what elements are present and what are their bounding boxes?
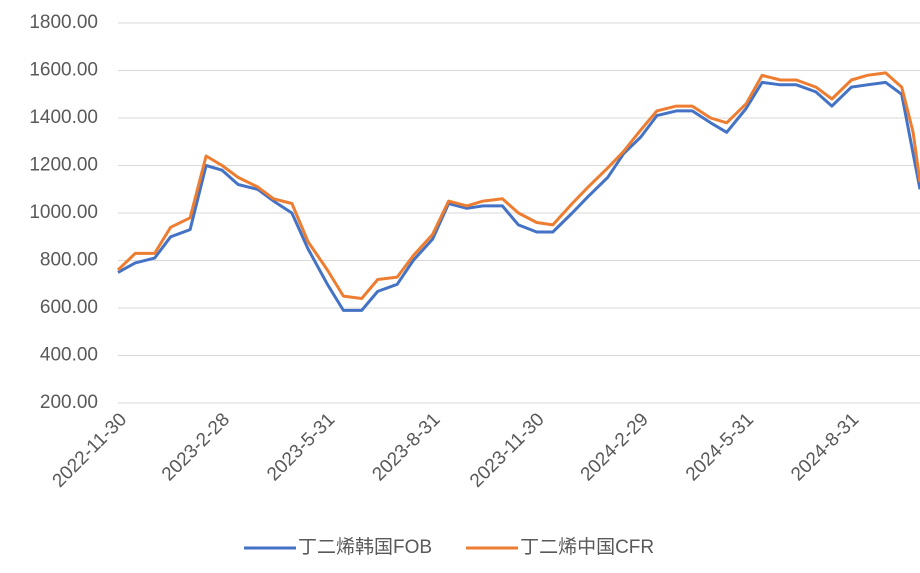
y-tick-label: 200.00 bbox=[40, 392, 98, 413]
x-tick-label: 2023-11-30 bbox=[466, 409, 549, 492]
y-tick-label: 800.00 bbox=[40, 250, 98, 271]
y-tick-label: 1800.00 bbox=[29, 12, 98, 33]
x-tick-label: 2024-5-31 bbox=[682, 409, 758, 485]
y-tick-label: 1600.00 bbox=[29, 60, 98, 81]
x-tick-label: 2023-5-31 bbox=[263, 409, 339, 485]
y-tick-label: 400.00 bbox=[40, 345, 98, 366]
series-line bbox=[116, 71, 920, 300]
y-tick-label: 1200.00 bbox=[29, 155, 98, 176]
x-tick-label: 2023-2-28 bbox=[158, 409, 234, 485]
y-tick-label: 600.00 bbox=[40, 297, 98, 318]
x-tick-label: 2024-2-29 bbox=[577, 409, 653, 485]
x-tick-label: 2024-8-31 bbox=[787, 409, 863, 485]
legend-label: 丁二烯中国CFR bbox=[520, 536, 654, 558]
x-tick-label: 2023-8-31 bbox=[368, 409, 444, 485]
legend-label: 丁二烯韩国FOB bbox=[298, 536, 432, 558]
y-tick-label: 1000.00 bbox=[29, 202, 98, 223]
y-tick-label: 1400.00 bbox=[29, 107, 98, 128]
series-line bbox=[117, 80, 920, 312]
x-tick-label: 2022-11-30 bbox=[49, 409, 132, 492]
